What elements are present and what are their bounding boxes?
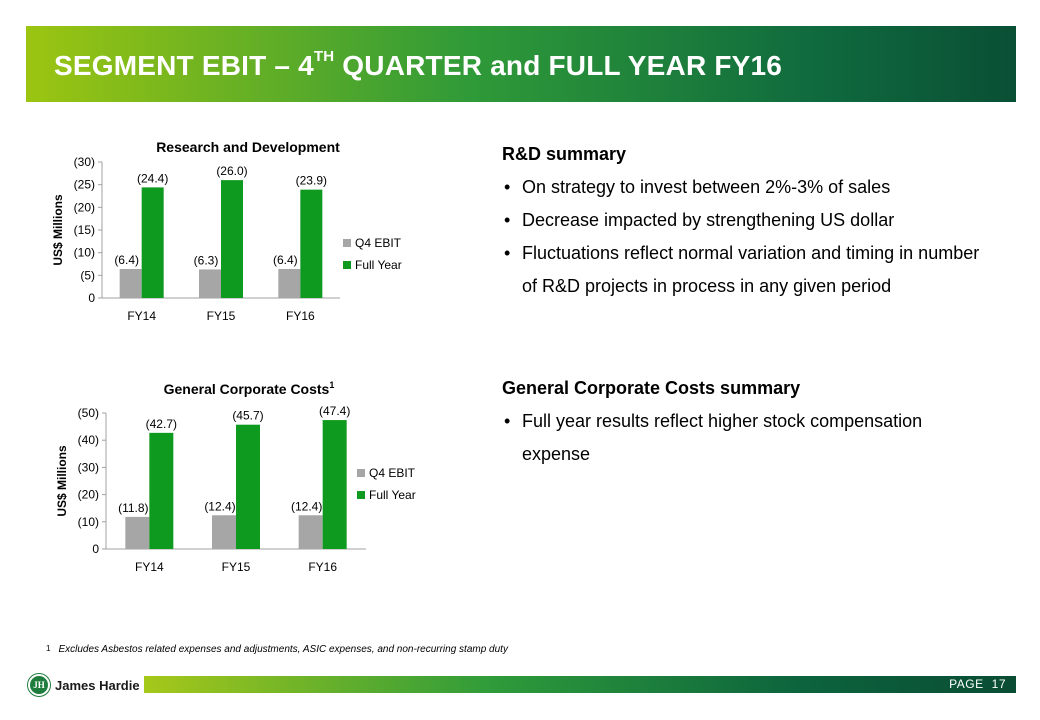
rd-summary-bullet: On strategy to invest between 2%-3% of s… (502, 171, 1002, 204)
gcc-summary-bullet: Full year results reflect higher stock c… (502, 405, 952, 471)
chart-title: Research and Development (156, 139, 340, 155)
x-tick-label: FY15 (207, 309, 236, 323)
footer-bar: PAGE 17 (144, 676, 1016, 693)
title-banner: SEGMENT EBIT – 4TH QUARTER and FULL YEAR… (26, 26, 1016, 102)
y-axis-title: US$ Millions (51, 194, 65, 266)
page-title: SEGMENT EBIT – 4TH QUARTER and FULL YEAR… (54, 48, 783, 81)
bar-q4-ebit (125, 516, 150, 549)
data-label: (42.7) (146, 417, 177, 431)
data-label: (6.3) (194, 253, 219, 267)
rd-summary-heading: R&D summary (502, 144, 627, 164)
legend-label: Q4 EBIT (369, 466, 416, 480)
x-tick-label: FY14 (135, 560, 164, 574)
bar-full-year (236, 424, 260, 549)
bar-full-year (141, 187, 164, 298)
gcc-summary: General Corporate Costs summary Full yea… (502, 372, 1002, 471)
data-label: (47.4) (319, 404, 350, 418)
x-tick-label: FY16 (308, 560, 337, 574)
rd-summary-bullet: Fluctuations reflect normal variation an… (502, 237, 992, 303)
logo-mark-icon: JH (28, 674, 50, 696)
company-logo: JH James Hardie (28, 674, 140, 696)
bar-full-year (322, 420, 347, 549)
gcc-summary-list: Full year results reflect higher stock c… (502, 405, 1002, 471)
data-label: (6.4) (114, 253, 139, 267)
y-tick-label: (40) (78, 433, 99, 447)
data-label: (12.4) (204, 499, 235, 513)
y-tick-label: (15) (74, 223, 95, 237)
rd-summary-list: On strategy to invest between 2%-3% of s… (502, 171, 1002, 303)
y-tick-label: (20) (74, 200, 95, 214)
data-label: (23.9) (296, 174, 327, 188)
bar-q4-ebit (278, 268, 301, 298)
legend-label: Full Year (355, 258, 402, 272)
x-tick-label: FY15 (222, 560, 251, 574)
bar-q4-ebit (298, 515, 323, 549)
data-label: (24.4) (137, 171, 168, 185)
y-tick-label: 0 (88, 291, 95, 305)
rd-summary-bullet: Decrease impacted by strengthening US do… (502, 204, 1002, 237)
data-label: (45.7) (232, 409, 263, 423)
data-label: (11.8) (118, 501, 148, 515)
data-label: (6.4) (273, 253, 298, 267)
y-tick-label: (20) (78, 488, 99, 502)
bar-full-year (300, 189, 323, 298)
gcc-summary-heading: General Corporate Costs summary (502, 378, 801, 398)
legend-label: Q4 EBIT (355, 236, 402, 250)
x-tick-label: FY16 (286, 309, 315, 323)
legend-swatch (343, 239, 351, 247)
bar-q4-ebit (212, 515, 236, 549)
legend-swatch (357, 469, 365, 477)
y-tick-label: (10) (78, 515, 99, 529)
footnote-text: Excludes Asbestos related expenses and a… (58, 644, 508, 655)
y-axis-title: US$ Millions (55, 445, 69, 517)
logo-text: James Hardie (55, 677, 140, 693)
bar-q4-ebit (119, 268, 142, 298)
y-tick-label: (50) (78, 406, 99, 420)
y-tick-label: (30) (74, 155, 95, 169)
y-tick-label: (25) (74, 178, 95, 192)
bar-full-year (221, 180, 243, 298)
x-tick-label: FY14 (127, 309, 156, 323)
y-tick-label: 0 (92, 542, 99, 556)
data-label: (26.0) (216, 164, 247, 178)
rd-summary: R&D summary On strategy to invest betwee… (502, 138, 1002, 303)
data-label: (12.4) (291, 499, 322, 513)
bar-full-year (149, 432, 174, 549)
page-number: PAGE 17 (949, 677, 1006, 691)
legend-label: Full Year (369, 488, 416, 502)
bar-q4-ebit (199, 269, 221, 298)
footnote: 1 Excludes Asbestos related expenses and … (46, 644, 508, 655)
legend-swatch (357, 491, 365, 499)
y-tick-label: (30) (78, 460, 99, 474)
chart-title: General Corporate Costs1 (164, 380, 335, 397)
y-tick-label: (5) (80, 268, 95, 282)
y-tick-label: (10) (74, 246, 95, 260)
legend-swatch (343, 261, 351, 269)
